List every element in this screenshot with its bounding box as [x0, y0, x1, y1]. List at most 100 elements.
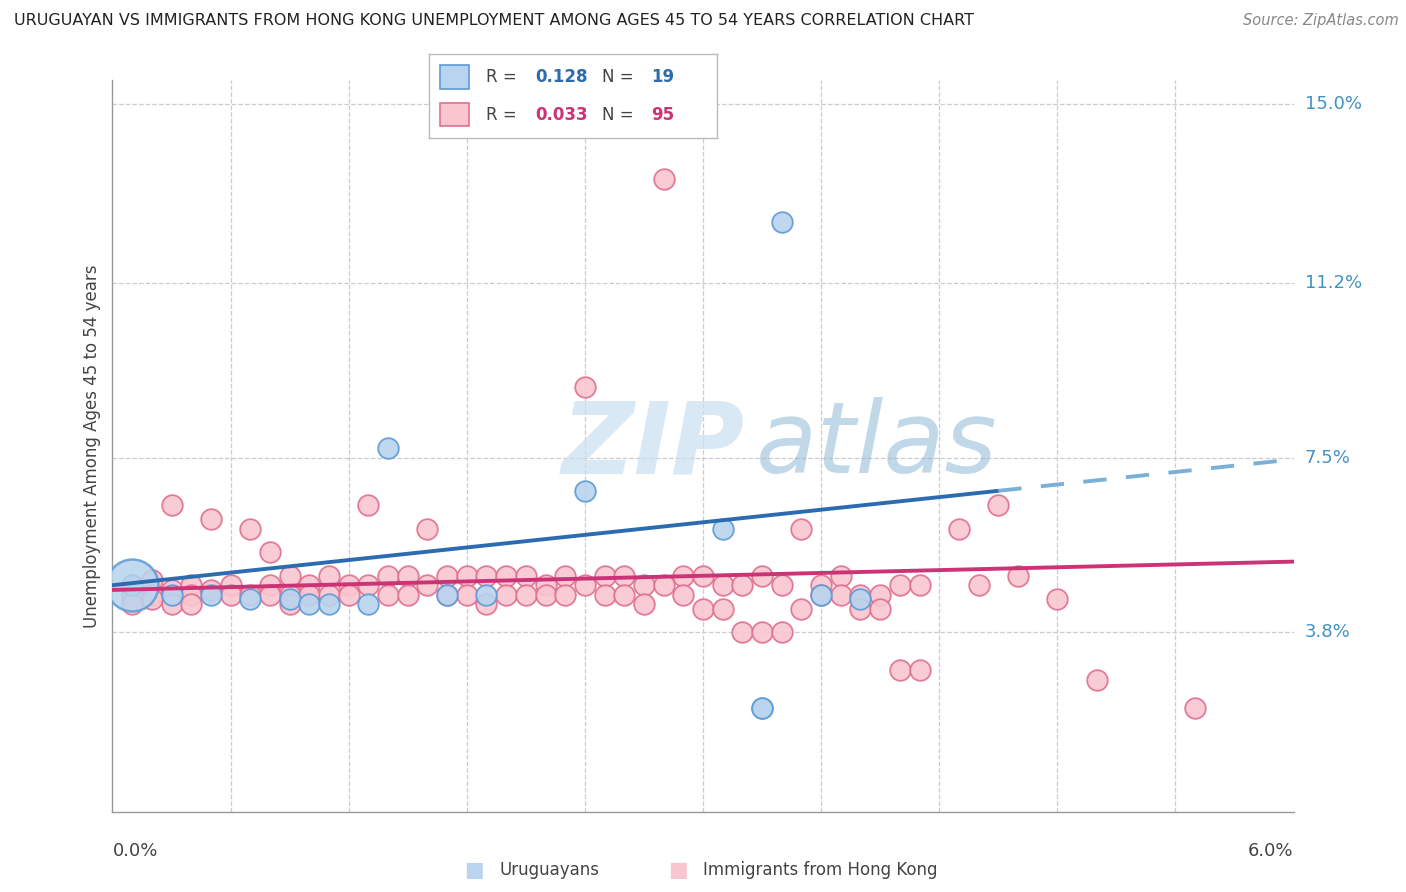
- Point: [357, 498, 380, 512]
- Point: [160, 582, 183, 597]
- Point: [475, 588, 498, 602]
- Point: [239, 588, 262, 602]
- Point: [180, 578, 202, 592]
- Point: [751, 701, 773, 715]
- Point: [160, 498, 183, 512]
- Point: [692, 568, 714, 582]
- Point: [141, 588, 163, 602]
- Point: [889, 663, 911, 677]
- Point: [554, 588, 576, 602]
- Text: 95: 95: [651, 105, 673, 123]
- Text: Immigrants from Hong Kong: Immigrants from Hong Kong: [703, 861, 938, 879]
- Point: [160, 597, 183, 611]
- Point: [652, 578, 675, 592]
- Text: URUGUAYAN VS IMMIGRANTS FROM HONG KONG UNEMPLOYMENT AMONG AGES 45 TO 54 YEARS CO: URUGUAYAN VS IMMIGRANTS FROM HONG KONG U…: [14, 13, 974, 29]
- Point: [1184, 701, 1206, 715]
- Point: [849, 588, 872, 602]
- Point: [298, 588, 321, 602]
- Point: [436, 588, 458, 602]
- Text: 0.033: 0.033: [536, 105, 588, 123]
- Point: [180, 588, 202, 602]
- Point: [908, 663, 931, 677]
- Point: [633, 578, 655, 592]
- Point: [318, 597, 340, 611]
- Point: [869, 602, 891, 616]
- Text: 6.0%: 6.0%: [1249, 842, 1294, 860]
- Text: 19: 19: [651, 69, 673, 87]
- Point: [987, 498, 1010, 512]
- Text: ■: ■: [464, 860, 484, 880]
- Point: [948, 522, 970, 536]
- Point: [770, 578, 793, 592]
- Point: [377, 588, 399, 602]
- Point: [357, 597, 380, 611]
- Point: [475, 597, 498, 611]
- Point: [534, 588, 557, 602]
- Point: [574, 578, 596, 592]
- Point: [1007, 568, 1029, 582]
- Point: [121, 578, 143, 592]
- Point: [377, 442, 399, 456]
- Point: [751, 625, 773, 640]
- Point: [337, 578, 360, 592]
- Point: [593, 568, 616, 582]
- Point: [574, 483, 596, 498]
- Point: [849, 602, 872, 616]
- Text: 3.8%: 3.8%: [1305, 624, 1350, 641]
- Point: [593, 588, 616, 602]
- Point: [121, 578, 143, 592]
- Point: [337, 588, 360, 602]
- Point: [711, 578, 734, 592]
- Text: Source: ZipAtlas.com: Source: ZipAtlas.com: [1243, 13, 1399, 29]
- Point: [810, 588, 832, 602]
- Point: [298, 578, 321, 592]
- Point: [731, 625, 754, 640]
- Point: [456, 588, 478, 602]
- Point: [396, 568, 419, 582]
- Point: [377, 568, 399, 582]
- Point: [613, 588, 636, 602]
- Text: atlas: atlas: [756, 398, 998, 494]
- Point: [259, 578, 281, 592]
- Point: [672, 568, 695, 582]
- Text: 7.5%: 7.5%: [1305, 449, 1351, 467]
- Point: [1085, 673, 1108, 687]
- Point: [908, 578, 931, 592]
- Point: [200, 512, 222, 526]
- Point: [790, 602, 813, 616]
- Point: [180, 597, 202, 611]
- Point: [357, 578, 380, 592]
- Point: [436, 568, 458, 582]
- Point: [200, 582, 222, 597]
- Point: [515, 568, 537, 582]
- Point: [475, 568, 498, 582]
- Point: [121, 588, 143, 602]
- Point: [652, 172, 675, 186]
- Point: [770, 625, 793, 640]
- Point: [219, 578, 242, 592]
- Point: [160, 588, 183, 602]
- Point: [278, 588, 301, 602]
- Point: [495, 568, 517, 582]
- Point: [396, 588, 419, 602]
- FancyBboxPatch shape: [440, 65, 470, 89]
- Text: Uruguayans: Uruguayans: [499, 861, 599, 879]
- Point: [554, 568, 576, 582]
- Point: [830, 568, 852, 582]
- Point: [239, 592, 262, 607]
- Point: [810, 588, 832, 602]
- Point: [849, 592, 872, 607]
- Point: [416, 522, 439, 536]
- Point: [416, 578, 439, 592]
- Point: [121, 578, 143, 592]
- Text: 0.0%: 0.0%: [112, 842, 157, 860]
- Point: [711, 602, 734, 616]
- Text: ZIP: ZIP: [561, 398, 744, 494]
- Point: [810, 578, 832, 592]
- Point: [219, 588, 242, 602]
- Point: [967, 578, 990, 592]
- Point: [141, 574, 163, 588]
- FancyBboxPatch shape: [440, 103, 470, 127]
- Text: R =: R =: [486, 105, 523, 123]
- Point: [613, 568, 636, 582]
